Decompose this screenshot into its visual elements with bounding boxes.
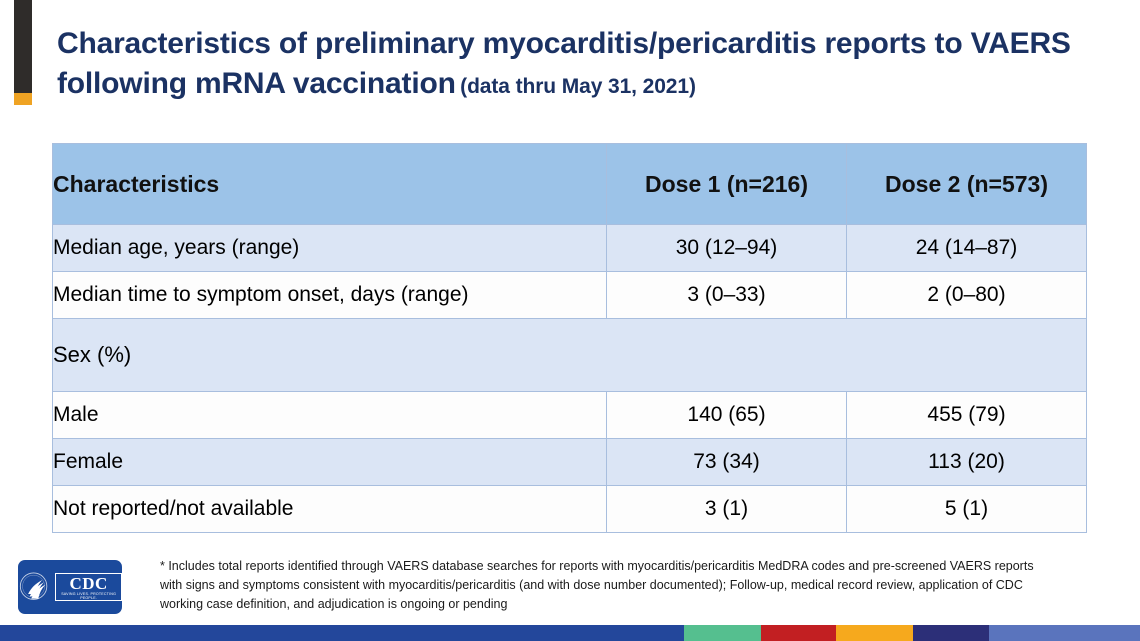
table-cell-dose-1: 3 (1) [606,485,847,533]
table-cell-dose-1: 3 (0–33) [606,271,847,319]
cdc-logo: CDC SAVING LIVES. PROTECTING PEOPLE. [18,560,122,614]
table-cell-dose-2: 455 (79) [846,391,1087,439]
table-row: Median time to symptom onset, days (rang… [52,271,1087,319]
characteristics-table: Characteristics Dose 1 (n=216) Dose 2 (n… [52,143,1087,533]
table-cell-dose-2: 5 (1) [846,485,1087,533]
table-cell-dose-2: 113 (20) [846,438,1087,486]
footnote-text: * Includes total reports identified thro… [160,559,1034,611]
page-title-subtitle: (data thru May 31, 2021) [460,74,696,98]
band-segment-orange [836,625,913,641]
table-cell-label: Median time to symptom onset, days (rang… [52,271,607,319]
cdc-tagline: SAVING LIVES. PROTECTING PEOPLE. [61,591,117,600]
column-header-dose-1: Dose 1 (n=216) [606,143,847,225]
cdc-wordmark: CDC SAVING LIVES. PROTECTING PEOPLE. [55,572,122,602]
table-header: Characteristics Dose 1 (n=216) Dose 2 (n… [52,143,1087,225]
bottom-color-band [0,625,1140,641]
band-segment-green [684,625,761,641]
left-accent-bar [14,0,32,105]
table-body: Median age, years (range) 30 (12–94) 24 (1… [52,224,1087,533]
accent-orange-segment [14,93,32,105]
table-cell-dose-1: 73 (34) [606,438,847,486]
table-cell-dose-1: 140 (65) [606,391,847,439]
band-segment-dark-indigo [913,625,989,641]
hhs-eagle-seal-icon [19,572,48,600]
column-header-dose-2: Dose 2 (n=573) [846,143,1087,225]
table-row: Sex (%) [52,318,1087,392]
table-section-label: Sex (%) [52,318,1087,392]
table-row: Median age, years (range) 30 (12–94) 24 (1… [52,224,1087,272]
table-row: Not reported/not available 3 (1) 5 (1) [52,485,1087,533]
table-cell-label: Not reported/not available [52,485,607,533]
table-row: Female 73 (34) 113 (20) [52,438,1087,486]
band-segment-red [761,625,836,641]
band-segment-periwinkle [989,625,1140,641]
table-cell-label: Median age, years (range) [52,224,607,272]
table-row: Male 140 (65) 455 (79) [52,391,1087,439]
table-cell-label: Male [52,391,607,439]
table-header-row: Characteristics Dose 1 (n=216) Dose 2 (n… [52,143,1087,225]
table-cell-dose-2: 2 (0–80) [846,271,1087,319]
column-header-characteristics: Characteristics [52,143,607,225]
page-title: Characteristics of preliminary myocardit… [57,27,1071,100]
table-cell-dose-1: 30 (12–94) [606,224,847,272]
cdc-letters: CDC [69,573,108,593]
accent-dark-segment [14,0,32,93]
table-cell-dose-2: 24 (14–87) [846,224,1087,272]
slide-title-block: Characteristics of preliminary myocardit… [57,24,1117,104]
band-segment-navy-long [0,625,684,641]
table-cell-label: Female [52,438,607,486]
